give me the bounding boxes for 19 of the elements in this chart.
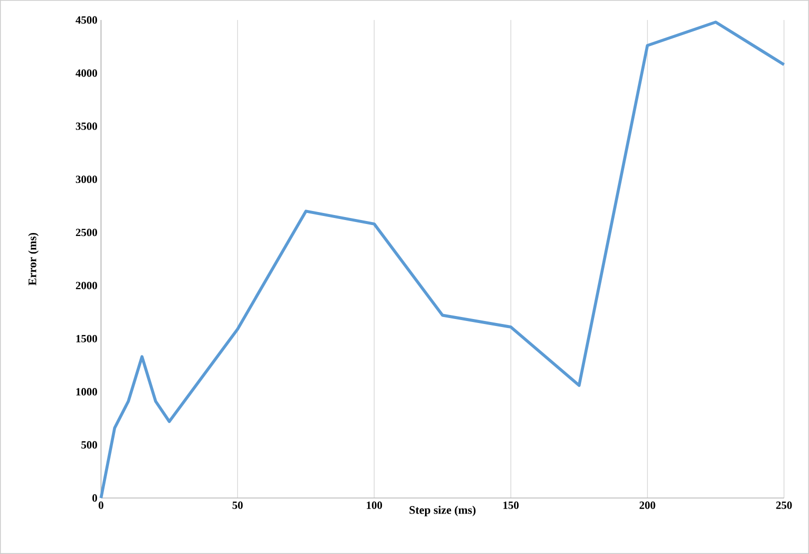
x-tick-label: 200: [640, 502, 656, 509]
x-tick-label: 50: [232, 502, 243, 509]
y-tick-label: 1000: [76, 388, 98, 396]
y-tick-label: 2500: [76, 228, 98, 236]
x-tick-label: 100: [366, 502, 382, 509]
y-tick-label: 3000: [76, 176, 98, 184]
y-tick-label: 500: [81, 441, 98, 449]
x-tick-label: 150: [503, 502, 519, 509]
y-axis-title: Error (ms): [28, 232, 39, 286]
y-tick-label: 1500: [76, 334, 98, 342]
x-tick-label: 250: [776, 502, 792, 509]
y-tick-label: 4500: [76, 16, 98, 24]
y-tick-label: 0: [92, 494, 98, 502]
y-tick-label: 4000: [76, 69, 98, 77]
y-tick-label: 2000: [76, 282, 98, 290]
y-tick-label: 3500: [76, 122, 98, 130]
x-axis-title: Step size (ms): [410, 506, 476, 516]
x-tick-label: 0: [98, 502, 104, 509]
line-series: [100, 20, 786, 500]
